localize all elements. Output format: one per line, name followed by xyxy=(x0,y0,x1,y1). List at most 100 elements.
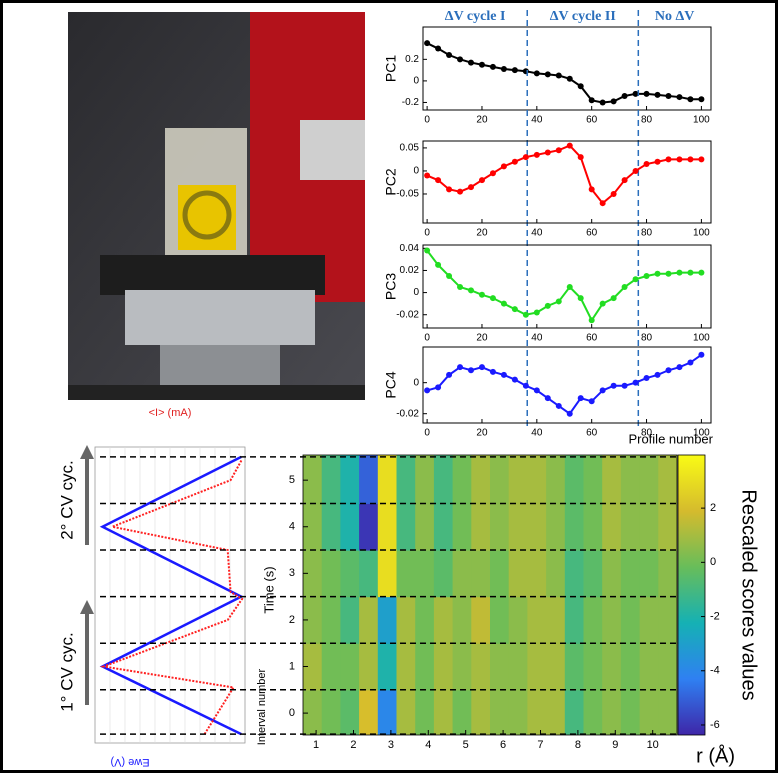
heatmap-cell xyxy=(546,550,566,598)
heatmap-cell xyxy=(303,455,323,504)
heatmap-cell xyxy=(583,596,603,644)
data-point xyxy=(610,98,617,105)
data-point xyxy=(665,270,672,277)
data-point xyxy=(533,309,540,316)
heatmap-cell xyxy=(303,643,323,691)
colorbar-tick-label: 2 xyxy=(710,502,716,514)
data-point xyxy=(632,276,639,283)
data-point xyxy=(588,97,595,104)
y-tick-label: 0 xyxy=(289,707,295,719)
heatmap-cell xyxy=(508,503,528,551)
data-point xyxy=(676,269,683,276)
x-tick-label: 100 xyxy=(693,115,710,126)
data-point xyxy=(610,295,617,302)
heatmap-cell xyxy=(527,550,547,598)
heatmap-cell xyxy=(377,643,397,691)
data-point xyxy=(654,270,661,277)
heatmap-cell xyxy=(490,455,510,504)
x-tick-label: 7 xyxy=(537,739,543,751)
heatmap-cell xyxy=(602,550,622,598)
y-tick-label: -0.02 xyxy=(396,408,419,419)
heatmap-cell xyxy=(658,689,677,735)
y-axis-label: PC1 xyxy=(383,55,399,82)
heatmap-cell xyxy=(564,596,584,644)
data-point xyxy=(457,284,464,291)
y-tick-label: 4 xyxy=(289,521,295,533)
data-point xyxy=(577,154,584,161)
data-point xyxy=(489,295,496,302)
data-point xyxy=(489,63,496,70)
data-point xyxy=(643,161,650,168)
heatmap-cell xyxy=(396,503,416,551)
data-point xyxy=(511,376,518,383)
data-point xyxy=(654,158,661,165)
heatmap-cell xyxy=(508,596,528,644)
data-point xyxy=(687,359,694,366)
y-axis-label: PC4 xyxy=(383,371,399,398)
data-point xyxy=(533,151,540,158)
data-point xyxy=(698,96,705,103)
x-tick-label: 100 xyxy=(693,333,710,344)
data-point xyxy=(643,272,650,279)
heatmap-cell xyxy=(546,689,566,735)
heatmap-cell xyxy=(433,550,454,598)
data-point xyxy=(533,70,540,77)
heatmap-cell xyxy=(639,455,659,504)
heatmap-cell xyxy=(415,689,435,735)
data-point xyxy=(500,300,507,307)
heatmap-cell xyxy=(658,503,677,551)
heatmap-cell xyxy=(602,596,622,644)
x-tick-label: 6 xyxy=(500,739,506,751)
heatmap-cell xyxy=(303,503,323,551)
heatmap-cell xyxy=(583,503,603,551)
x-tick-label: 4 xyxy=(425,739,431,751)
heatmap-cell xyxy=(564,455,584,504)
data-point xyxy=(522,154,529,161)
data-point xyxy=(500,66,507,73)
heatmap-cell xyxy=(321,503,341,551)
heatmap-cell xyxy=(359,643,379,691)
heatmap-cell xyxy=(377,550,397,598)
data-point xyxy=(446,186,453,193)
heatmap-cell xyxy=(620,550,641,598)
heatmap-cell xyxy=(433,503,454,551)
y-tick-label: 1 xyxy=(289,660,295,672)
heatmap-cell xyxy=(452,689,472,735)
heatmap-cell xyxy=(340,455,360,504)
x-tick-label: 5 xyxy=(463,739,469,751)
interval-label: Interval number xyxy=(256,668,268,745)
heatmap-cell xyxy=(471,689,491,735)
heatmap-cell xyxy=(396,455,416,504)
heatmap-cell xyxy=(620,503,641,551)
data-point xyxy=(424,247,431,254)
x-axis-label: Profile number xyxy=(628,431,713,446)
data-point xyxy=(511,158,518,165)
data-point xyxy=(566,142,573,149)
data-point xyxy=(698,156,705,163)
data-point xyxy=(468,287,474,294)
data-point xyxy=(643,375,650,382)
data-point xyxy=(544,149,551,156)
data-point xyxy=(566,75,573,82)
heatmap-cell xyxy=(658,596,677,644)
data-point xyxy=(698,351,705,358)
heatmap-cell xyxy=(639,643,659,691)
heatmap-cell xyxy=(321,596,341,644)
heatmap-cell xyxy=(321,455,341,504)
data-point xyxy=(555,72,562,79)
heatmap-cell xyxy=(564,689,584,735)
data-point xyxy=(621,92,628,99)
data-point xyxy=(511,67,518,74)
y-axis-label: Time (s) xyxy=(261,566,276,613)
heatmap-cell xyxy=(452,596,472,644)
heatmap-cell xyxy=(658,550,677,598)
heatmap-cell xyxy=(508,689,528,735)
heatmap-cell xyxy=(602,643,622,691)
heatmap-cell xyxy=(415,596,435,644)
data-point xyxy=(698,269,705,276)
data-point xyxy=(478,61,485,68)
y-tick-label: 0.2 xyxy=(405,54,419,65)
x-tick-label: 20 xyxy=(476,228,488,239)
x-tick-label: 80 xyxy=(641,333,653,344)
data-point xyxy=(478,364,485,371)
